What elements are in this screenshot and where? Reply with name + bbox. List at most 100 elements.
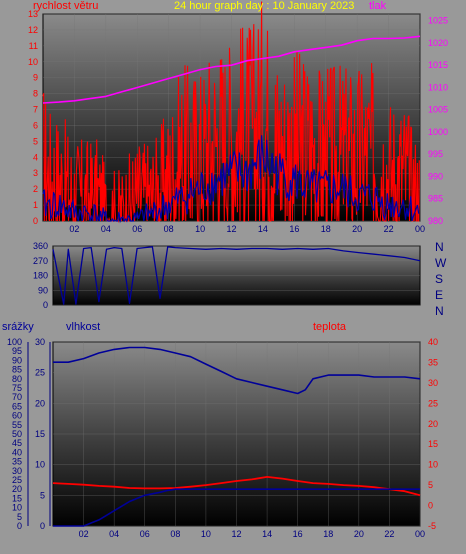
- pressure-line: [42, 35, 421, 104]
- rain-line: [53, 488, 420, 527]
- rain-axis-tick-5: 25: [12, 475, 22, 485]
- top-x-tick-4: 10: [195, 224, 205, 234]
- wind-axis-tick-3: 3: [33, 168, 38, 178]
- wind-axis-tick-13: 13: [28, 9, 38, 19]
- temperature-axis-tick-8: 35: [428, 357, 438, 367]
- compass-south: S: [435, 272, 444, 286]
- rain-axis-tick-1: 5: [17, 512, 22, 522]
- rain-axis-tick-2: 10: [12, 503, 22, 513]
- pressure-axis-tick-6: 1010: [428, 82, 448, 92]
- rain-axis-tick-4: 20: [12, 484, 22, 494]
- rain-axis-tick-3: 15: [12, 493, 22, 503]
- pressure-axis-tick-4: 1000: [428, 127, 448, 137]
- temperature-axis-tick-1: 0: [428, 501, 433, 511]
- humidity-axis-tick-0: 0: [40, 521, 45, 531]
- humidity-axis-tick-2: 10: [35, 460, 45, 470]
- pressure-axis-tick-1: 985: [428, 194, 443, 204]
- rain-axis-tick-8: 40: [12, 447, 22, 457]
- rain-axis-tick-10: 50: [12, 429, 22, 439]
- top-x-tick-2: 06: [132, 224, 142, 234]
- rain-axis-tick-7: 35: [12, 457, 22, 467]
- pressure-axis-tick-2: 990: [428, 171, 443, 181]
- direction-axis-tick-1: 90: [38, 285, 48, 295]
- temperature-axis-tick-3: 10: [428, 460, 438, 470]
- temperature-axis-tick-0: -5: [428, 521, 436, 531]
- wind-axis-tick-4: 4: [33, 152, 38, 162]
- humidity-axis-tick-3: 15: [35, 429, 45, 439]
- wind-axis-tick-0: 0: [33, 216, 38, 226]
- pressure-axis-tick-7: 1015: [428, 60, 448, 70]
- bottom-x-tick-11: 00: [415, 529, 425, 539]
- wind-average-line: [42, 135, 420, 224]
- direction-axis-tick-4: 360: [33, 241, 48, 251]
- top-x-tick-8: 18: [321, 224, 331, 234]
- rain-axis-tick-13: 65: [12, 401, 22, 411]
- wind-axis-title: rychlost větru: [33, 0, 99, 12]
- rain-axis-title: srážky: [2, 321, 34, 333]
- wind-axis-tick-10: 10: [28, 57, 38, 67]
- wind-axis-tick-7: 7: [33, 105, 38, 115]
- rain-axis-tick-16: 80: [12, 374, 22, 384]
- pressure-axis-tick-5: 1005: [428, 105, 448, 115]
- bottom-x-tick-0: 02: [79, 529, 89, 539]
- wind-axis-tick-5: 5: [33, 136, 38, 146]
- compass-north-bottom: N: [435, 304, 444, 318]
- top-x-tick-9: 20: [352, 224, 362, 234]
- pressure-axis-tick-3: 995: [428, 149, 443, 159]
- temperature-axis-tick-7: 30: [428, 378, 438, 388]
- top-x-tick-3: 08: [164, 224, 174, 234]
- pressure-axis-tick-8: 1020: [428, 38, 448, 48]
- bottom-x-tick-4: 10: [201, 529, 211, 539]
- rain-axis-tick-9: 45: [12, 438, 22, 448]
- bottom-x-tick-10: 22: [384, 529, 394, 539]
- temperature-axis-tick-6: 25: [428, 398, 438, 408]
- wind-axis-tick-9: 9: [33, 73, 38, 83]
- wind-axis-tick-8: 8: [33, 89, 38, 99]
- pressure-axis-tick-0: 980: [428, 216, 443, 226]
- temperature-axis-title: teplota: [313, 321, 347, 333]
- rain-axis-tick-14: 70: [12, 392, 22, 402]
- top-x-tick-5: 12: [226, 224, 236, 234]
- wind-axis-tick-12: 12: [28, 25, 38, 35]
- wind-axis-tick-1: 1: [33, 200, 38, 210]
- rain-axis-tick-11: 55: [12, 420, 22, 430]
- temperature-axis-tick-4: 15: [428, 439, 438, 449]
- temperature-line: [52, 475, 421, 497]
- rain-axis-tick-6: 30: [12, 466, 22, 476]
- bottom-x-tick-1: 04: [109, 529, 119, 539]
- rain-axis-tick-19: 95: [12, 346, 22, 356]
- pressure-axis-tick-9: 1025: [428, 16, 448, 26]
- wind-axis-tick-11: 11: [29, 41, 38, 51]
- chart-title: 24 hour graph day : 10 January 2023: [174, 0, 355, 12]
- wind-speed-line: [42, 1, 420, 223]
- compass-west: W: [435, 256, 447, 270]
- wind-direction-line: [52, 246, 421, 305]
- bottom-x-tick-2: 06: [140, 529, 150, 539]
- rain-axis-tick-0: 0: [17, 521, 22, 531]
- wind-axis-tick-2: 2: [33, 184, 38, 194]
- bottom-x-tick-9: 20: [354, 529, 364, 539]
- direction-axis-tick-2: 180: [33, 271, 48, 281]
- temperature-axis-tick-9: 40: [428, 337, 438, 347]
- humidity-axis-title: vlhkost: [66, 321, 101, 333]
- rain-axis-tick-15: 75: [12, 383, 22, 393]
- temperature-axis-tick-2: 5: [428, 480, 433, 490]
- bottom-x-tick-5: 12: [231, 529, 241, 539]
- bottom-x-tick-7: 16: [293, 529, 303, 539]
- humidity-line: [53, 346, 421, 395]
- top-x-tick-7: 16: [289, 224, 299, 234]
- top-x-tick-1: 04: [101, 224, 111, 234]
- humidity-axis-tick-6: 30: [35, 337, 45, 347]
- rain-axis-tick-12: 60: [12, 411, 22, 421]
- humidity-axis-tick-4: 20: [35, 398, 45, 408]
- top-x-tick-6: 14: [258, 224, 268, 234]
- pressure-axis-title: tlak: [369, 0, 387, 12]
- temperature-axis-tick-5: 20: [428, 419, 438, 429]
- rain-axis-tick-18: 90: [12, 355, 22, 365]
- rain-axis-tick-20: 100: [7, 337, 22, 347]
- compass-north-top: N: [435, 240, 444, 254]
- compass-east: E: [435, 288, 444, 302]
- top-x-tick-0: 02: [69, 224, 79, 234]
- wind-axis-tick-6: 6: [33, 120, 38, 130]
